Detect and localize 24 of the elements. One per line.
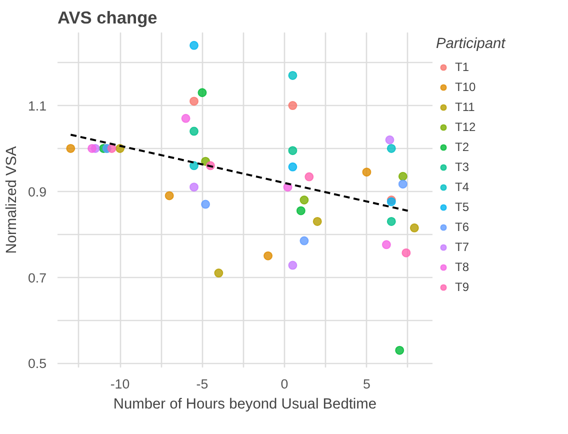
x-tick-label: -5 <box>196 376 208 392</box>
legend-label: T2 <box>455 140 470 154</box>
y-tick-label: 0.7 <box>28 270 47 286</box>
legend-label: T9 <box>455 280 470 294</box>
legend-label: T1 <box>455 60 470 74</box>
legend-label: T6 <box>455 220 470 234</box>
y-tick-label: 1.1 <box>28 98 47 114</box>
legend-label: T5 <box>455 200 470 214</box>
legend-label: T8 <box>455 260 470 274</box>
x-tick-label: 0 <box>280 376 288 392</box>
chart-title: AVS change <box>58 8 158 28</box>
y-tick-label: 0.5 <box>28 356 47 372</box>
y-tick-label: 0.9 <box>28 184 47 200</box>
legend-label: T4 <box>455 180 470 194</box>
legend-label: T7 <box>455 240 470 254</box>
y-axis-title: Normalized VSA <box>4 146 20 254</box>
legend-label: T11 <box>455 100 475 114</box>
legend-label: T10 <box>455 80 476 94</box>
legend-title: Participant <box>436 36 506 52</box>
x-tick-label: 5 <box>363 376 370 392</box>
legend-label: T3 <box>455 160 470 174</box>
x-tick-label: -10 <box>110 376 130 392</box>
legend-label: T12 <box>455 120 476 134</box>
x-axis-title: Number of Hours beyond Usual Bedtime <box>113 396 377 412</box>
